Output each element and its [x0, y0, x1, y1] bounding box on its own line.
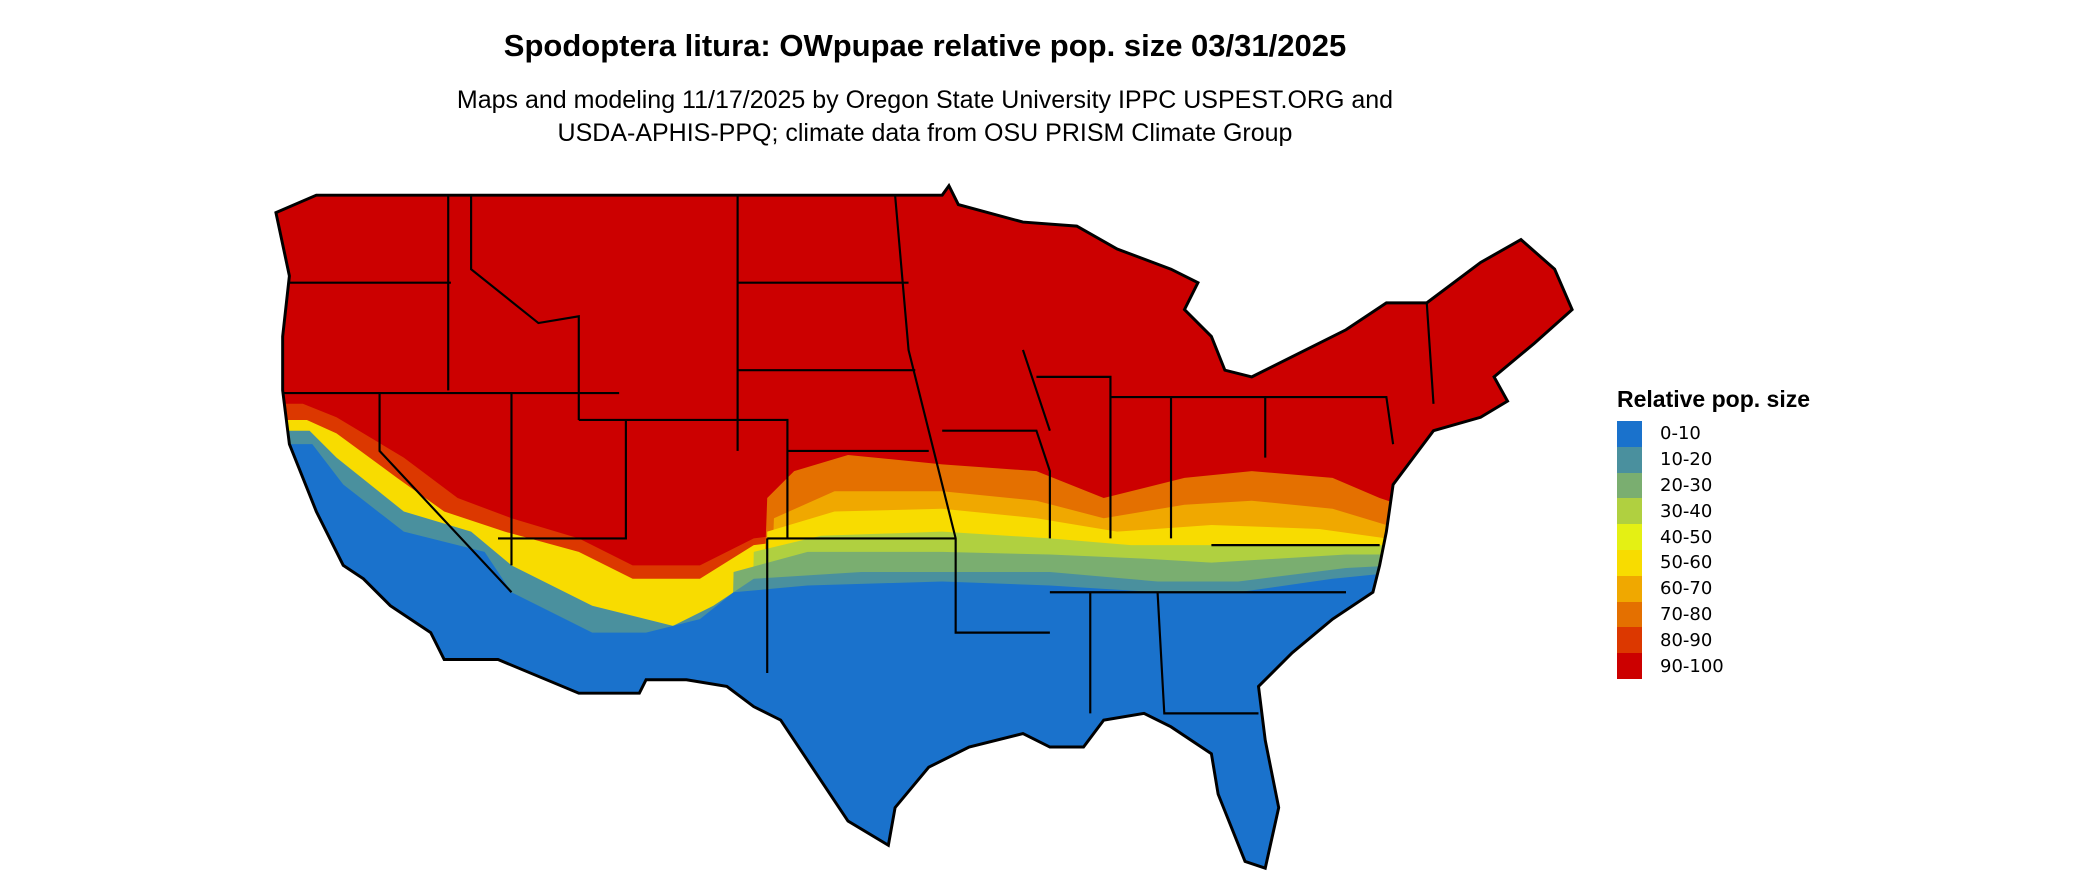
legend-item: 80-90 — [1617, 627, 1810, 654]
legend-swatch — [1617, 627, 1642, 654]
legend-label: 30-40 — [1660, 500, 1713, 522]
legend-item: 50-60 — [1617, 549, 1810, 576]
legend-label: 0-10 — [1660, 423, 1701, 445]
legend-item: 30-40 — [1617, 498, 1810, 525]
legend-item: 40-50 — [1617, 524, 1810, 550]
legend-label: 80-90 — [1660, 629, 1713, 651]
legend-swatch — [1617, 498, 1642, 525]
state-borders — [282, 195, 1435, 715]
legend-swatch — [1617, 575, 1642, 602]
legend-item: 90-100 — [1617, 653, 1810, 679]
legend-swatch — [1617, 446, 1642, 473]
legend-label: 20-30 — [1660, 474, 1713, 496]
legend: Relative pop. size 0-10 10-20 20-30 30-40 40… — [1617, 386, 1810, 679]
legend-label: 10-20 — [1660, 449, 1713, 471]
legend-swatch — [1617, 421, 1642, 447]
legend-swatch — [1617, 472, 1642, 499]
legend-item: 60-70 — [1617, 575, 1810, 602]
legend-label: 70-80 — [1660, 603, 1713, 625]
subtitle-line-2: USDA-APHIS-PPQ; climate data from OSU PR… — [557, 119, 1293, 147]
legend-item: 0-10 — [1617, 421, 1810, 447]
map-body — [274, 184, 1574, 870]
legend-label: 90-100 — [1660, 655, 1724, 677]
legend-label: 40-50 — [1660, 526, 1713, 548]
legend-item: 10-20 — [1617, 446, 1810, 473]
legend-swatch — [1617, 653, 1642, 679]
legend-title: Relative pop. size — [1617, 386, 1811, 412]
map-subtitle: Maps and modeling 11/17/2025 by Oregon S… — [0, 84, 1850, 150]
subtitle-line-1: Maps and modeling 11/17/2025 by Oregon S… — [456, 86, 1394, 114]
map-title: Spodoptera litura: OWpupae relative pop.… — [503, 28, 1347, 63]
legend-label: 60-70 — [1660, 578, 1713, 600]
legend-label: 50-60 — [1660, 552, 1713, 574]
legend-items: 0-10 10-20 20-30 30-40 40-50 50-60 60-70 70-80 8… — [1617, 421, 1810, 679]
legend-item: 70-80 — [1617, 601, 1810, 628]
legend-swatch — [1617, 549, 1642, 576]
legend-swatch — [1617, 524, 1642, 550]
legend-item: 20-30 — [1617, 472, 1810, 499]
legend-swatch — [1617, 601, 1642, 628]
